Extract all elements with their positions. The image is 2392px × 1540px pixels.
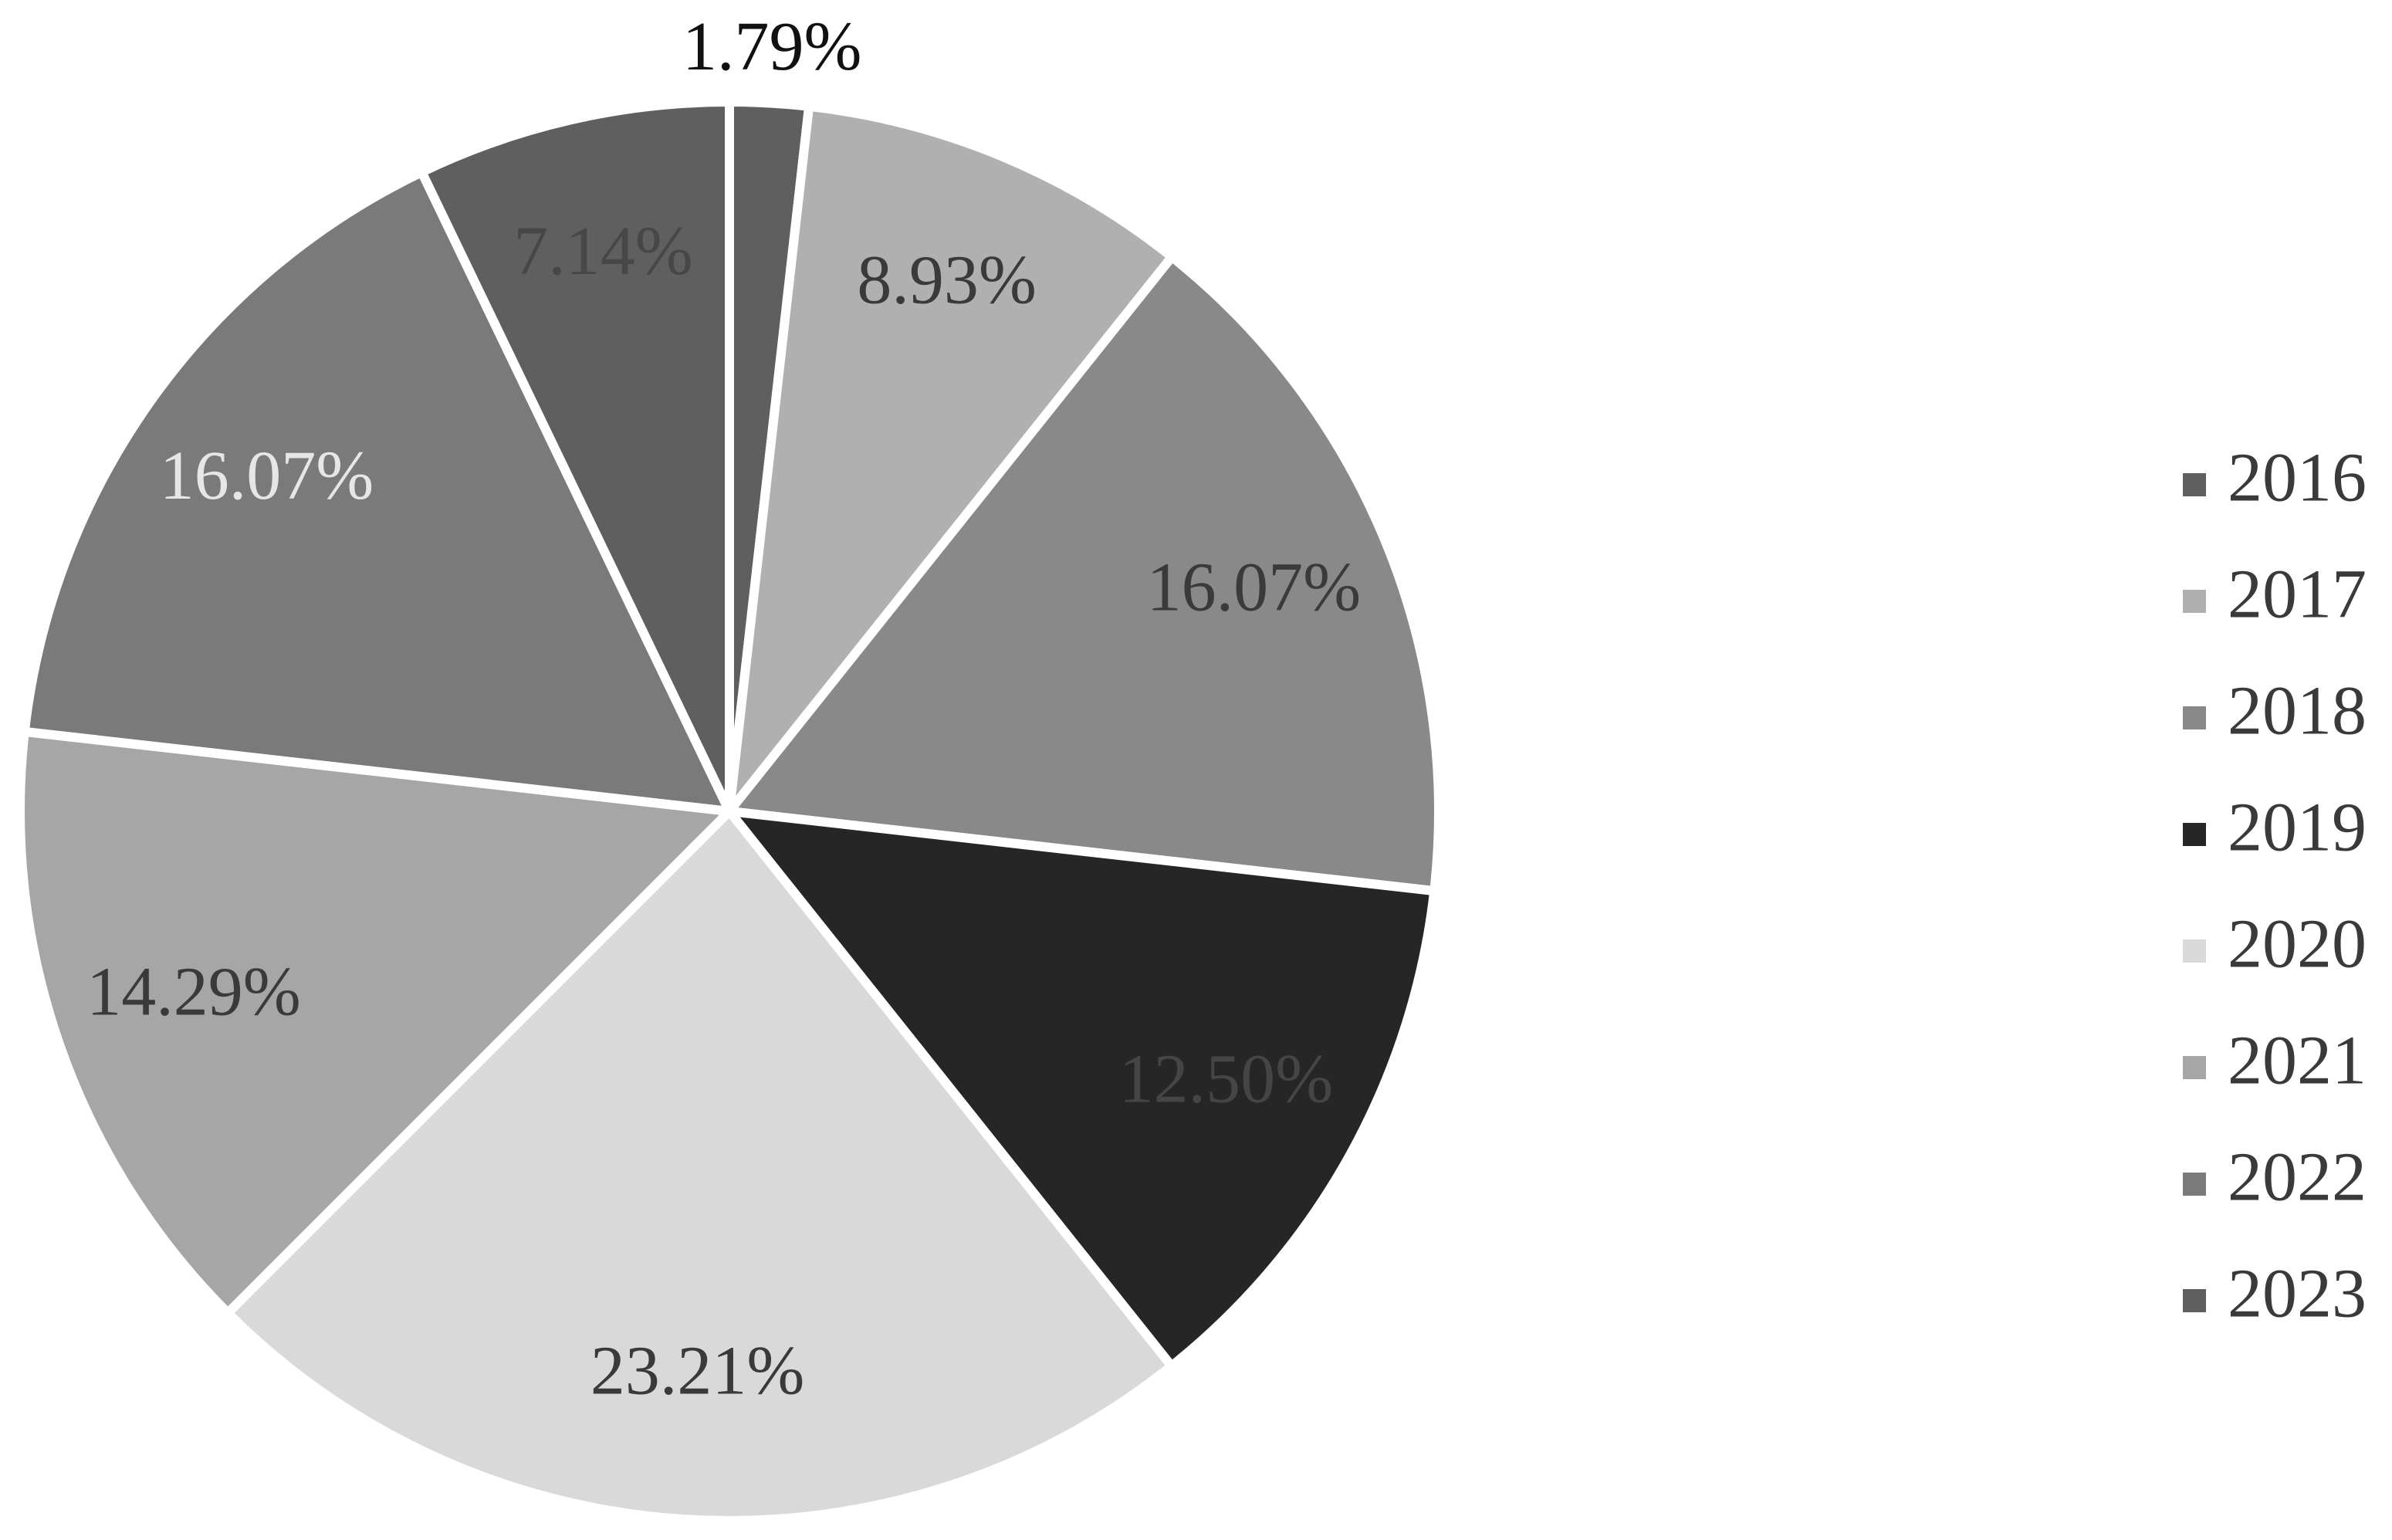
pie-slice [722,101,1179,828]
legend-swatch [2183,706,2206,729]
data-label: 1.79% [682,8,861,85]
legend-swatch [2183,1173,2206,1196]
pie-slice [15,726,740,1320]
pie-slice [719,805,1440,1373]
legend-label: 2019 [2228,790,2367,866]
data-label: 16.07% [1147,550,1361,626]
pie-slice [221,804,1179,1525]
data-label: 14.29% [86,953,300,1030]
data-label: 16.07% [160,438,374,514]
legend-label: 2022 [2228,1139,2367,1216]
data-label: 7.14% [513,213,692,289]
legend-swatch [2183,590,2206,613]
data-label: 23.21% [590,1333,804,1410]
legend-label: 2016 [2228,440,2367,516]
data-label: 8.93% [857,242,1036,319]
data-label: 12.50% [1119,1041,1333,1117]
legend-swatch [2183,1056,2206,1079]
legend-swatch [2183,473,2206,496]
legend-label: 2020 [2228,906,2367,983]
legend-swatch [2183,1289,2206,1312]
legend-swatch [2183,939,2206,963]
legend-swatch [2183,823,2206,846]
pie-slice [720,250,1443,896]
pie-slice [19,165,738,817]
pie-slice [415,96,734,814]
legend-label: 2017 [2228,557,2367,633]
legend-label: 2023 [2228,1256,2367,1332]
legend-label: 2021 [2228,1023,2367,1099]
legend-label: 2018 [2228,673,2367,750]
